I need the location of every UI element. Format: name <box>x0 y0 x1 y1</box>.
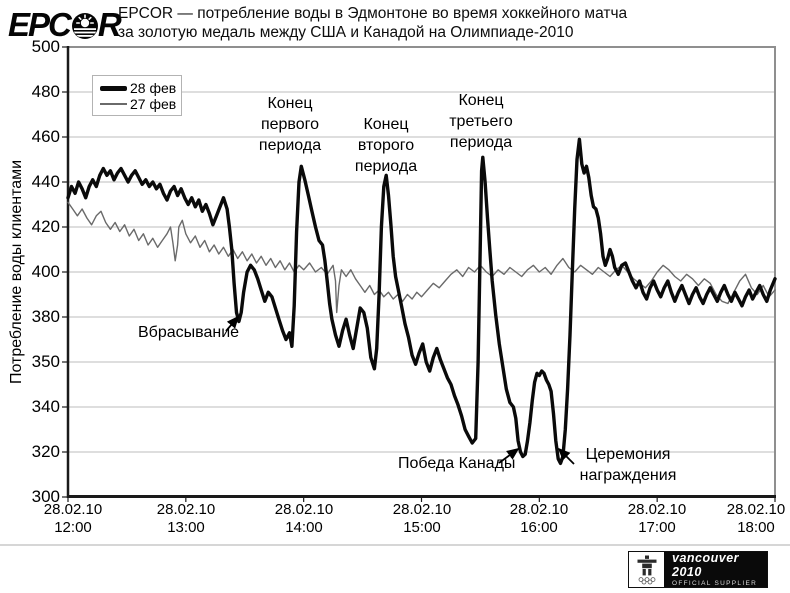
vancouver-logo-text: vancouver 2010 OFFICIAL SUPPLIER <box>664 551 767 587</box>
y-tick-label: 400 <box>31 262 60 281</box>
faceoff-arrow <box>225 315 240 332</box>
x-tick-label: 28.02.10 12:00 <box>43 501 103 536</box>
chart-title-line1: EPCOR — потребление воды в Эдмонтоне во … <box>118 5 628 22</box>
x-tick-label: 28.02.10 18:00 <box>726 501 786 536</box>
annotation-end-period-2: Конец второго периода <box>354 116 418 175</box>
annotation-faceoff: Вбрасывание <box>138 324 240 341</box>
x-tick-label: 28.02.10 14:00 <box>274 501 334 536</box>
y-tick-label: 460 <box>31 127 60 146</box>
y-tick-label: 480 <box>31 82 60 101</box>
curves <box>66 137 777 465</box>
legend-swatch-28feb <box>100 85 127 91</box>
epcor-logo-text-left: EPC <box>8 6 72 43</box>
y-tick-label: 320 <box>31 442 60 461</box>
y-tick-label: 500 <box>31 37 60 56</box>
x-tick-label: 28.02.10 17:00 <box>627 501 687 536</box>
y-tick-label: 350 <box>31 352 60 371</box>
olympic-rings-icon <box>638 576 655 584</box>
legend-item-27feb: 27 фев <box>100 96 181 112</box>
chart-title: EPCOR — потребление воды в Эдмонтоне во … <box>118 4 627 42</box>
inukshuk-icon <box>637 555 656 575</box>
annotation-end-period-3: Конец третьего периода <box>449 92 513 151</box>
y-tick-label: 380 <box>31 307 60 326</box>
legend-label-27feb: 27 фев <box>130 96 177 112</box>
epcor-logo: EPC R <box>8 6 122 44</box>
chart-plot-svg <box>62 46 777 502</box>
annotation-canada-victory: Победа Канады <box>398 455 516 472</box>
legend-item-28feb: 28 фев <box>100 80 181 96</box>
y-tick-label: 340 <box>31 397 60 416</box>
chart-title-line2: за золотую медаль между США и Канадой на… <box>118 24 574 41</box>
y-tick-label: 440 <box>31 172 60 191</box>
vancouver-2010-logo: vancouver 2010 OFFICIAL SUPPLIER <box>628 551 768 588</box>
medal-ceremony-arrow <box>557 447 575 465</box>
vancouver-brand: vancouver 2010 <box>672 551 740 579</box>
axis-ticks <box>62 46 776 502</box>
series-line-27-фев <box>67 201 776 314</box>
y-tick-label: 420 <box>31 217 60 236</box>
x-tick-label: 28.02.10 16:00 <box>509 501 569 536</box>
epcor-sun-icon <box>71 13 98 39</box>
series-line-28-фев <box>66 137 777 465</box>
annotation-arrows <box>225 315 575 465</box>
x-tick-label: 28.02.10 13:00 <box>156 501 216 536</box>
canada-victory-arrow <box>498 447 520 464</box>
plot-frame <box>66 46 776 498</box>
legend-swatch-27feb <box>100 103 127 105</box>
vancouver-logo-emblem <box>629 552 664 587</box>
vancouver-subtitle: OFFICIAL SUPPLIER <box>672 580 758 587</box>
epcor-logo-text-right: R <box>97 6 122 43</box>
x-tick-label: 28.02.10 15:00 <box>392 501 452 536</box>
chart-legend: 28 фев 27 фев <box>92 75 182 116</box>
bottom-separator <box>0 544 790 546</box>
legend-label-28feb: 28 фев <box>130 80 177 96</box>
annotation-medal-ceremony: Церемония награждения <box>579 446 677 484</box>
annotation-end-period-1: Конец первого периода <box>258 95 322 154</box>
y-tick-label: 300 <box>31 487 60 506</box>
